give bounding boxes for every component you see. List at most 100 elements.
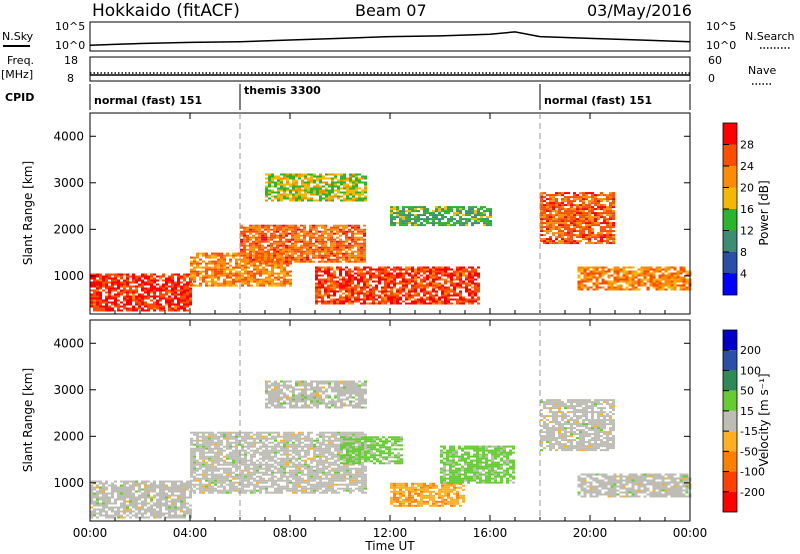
heatmap-cell — [345, 272, 348, 275]
heatmap-cell — [205, 461, 208, 464]
heatmap-cell — [447, 272, 450, 275]
heatmap-cell — [390, 220, 393, 223]
heatmap-cell — [600, 212, 603, 215]
heatmap-cell — [321, 254, 324, 257]
heatmap-cell — [468, 292, 471, 295]
heatmap-cell — [420, 222, 423, 225]
heatmap-cell — [300, 252, 303, 255]
heatmap-cell — [208, 256, 211, 259]
heatmap-cell — [579, 220, 582, 223]
heatmap-cell — [453, 278, 456, 281]
heatmap-cell — [117, 514, 120, 517]
heatmap-cell — [202, 469, 205, 472]
heatmap-cell — [456, 298, 459, 301]
heatmap-cell — [235, 455, 238, 458]
heatmap-cell — [277, 276, 280, 279]
heatmap-cell — [616, 266, 620, 269]
heatmap-cell — [625, 280, 629, 283]
heatmap-cell — [253, 449, 256, 452]
heatmap-cell — [129, 488, 132, 491]
heatmap-cell — [609, 194, 612, 197]
heatmap-cell — [153, 293, 156, 296]
heatmap-cell — [229, 491, 232, 494]
heatmap-cell — [214, 467, 217, 470]
heatmap-cell — [205, 268, 208, 271]
heatmap-cell — [658, 286, 662, 289]
heatmap-cell — [162, 480, 165, 483]
heatmap-cell — [349, 191, 352, 194]
heatmap-cell — [357, 298, 360, 301]
heatmap-cell — [171, 504, 174, 507]
heatmap-cell — [90, 295, 93, 298]
heatmap-cell — [318, 240, 321, 243]
heatmap-cell — [358, 193, 361, 196]
heatmap-cell — [417, 218, 420, 221]
heatmap-cell — [351, 224, 354, 227]
heatmap-cell — [546, 210, 549, 213]
heatmap-cell — [226, 479, 229, 482]
heatmap-cell — [579, 226, 582, 229]
heatmap-cell — [117, 287, 120, 290]
heatmap-cell — [283, 175, 286, 178]
heatmap-cell — [226, 455, 229, 458]
heatmap-cell — [357, 238, 360, 241]
heatmap-cell — [357, 260, 360, 263]
heatmap-cell — [292, 193, 295, 196]
heatmap-cell — [369, 276, 372, 279]
heatmap-cell — [408, 216, 411, 219]
heatmap-cell — [682, 276, 686, 279]
heatmap-cell — [351, 290, 354, 293]
heatmap-cell — [282, 226, 285, 229]
heatmap-cell — [546, 226, 549, 229]
heatmap-cell — [552, 222, 555, 225]
heatmap-cell — [570, 236, 573, 239]
heatmap-cell — [285, 256, 288, 259]
heatmap-cell — [489, 210, 492, 213]
heatmap-cell — [243, 246, 246, 249]
heatmap-cell — [348, 274, 351, 277]
heatmap-cell — [604, 288, 608, 291]
heatmap-cell — [123, 281, 126, 284]
heatmap-cell — [235, 270, 238, 273]
heatmap-cell — [405, 298, 408, 301]
heatmap-cell — [399, 210, 402, 213]
heatmap-cell — [360, 250, 363, 253]
heatmap-cell — [268, 254, 271, 257]
heatmap-cell — [349, 177, 352, 180]
heatmap-cell — [319, 193, 322, 196]
heatmap-cell — [399, 302, 402, 305]
heatmap-cell — [549, 220, 552, 223]
heatmap-cell — [220, 447, 223, 450]
heatmap-cell — [378, 276, 381, 279]
heatmap-cell — [232, 483, 235, 486]
heatmap-cell — [93, 494, 96, 497]
heatmap-cell — [267, 230, 270, 233]
heatmap-cell — [270, 248, 273, 251]
heatmap-cell — [459, 272, 462, 275]
heatmap-cell — [246, 234, 249, 237]
heatmap-cell — [414, 218, 417, 221]
heatmap-cell — [202, 252, 205, 255]
heatmap-cell — [147, 488, 150, 491]
heatmap-cell — [193, 465, 196, 468]
heatmap-cell — [132, 492, 135, 495]
heatmap-cell — [352, 189, 355, 192]
heatmap-cell — [147, 287, 150, 290]
heatmap-cell — [277, 181, 280, 184]
heatmap-cell — [301, 175, 304, 178]
heatmap-cell — [319, 199, 322, 202]
heatmap-cell — [549, 240, 552, 243]
heatmap-cell — [292, 175, 295, 178]
heatmap-cell — [390, 276, 393, 279]
heatmap-cell — [429, 274, 432, 277]
heatmap-cell — [171, 285, 174, 288]
heatmap-cell — [126, 490, 129, 493]
heatmap-cell — [429, 276, 432, 279]
heatmap-cell — [408, 292, 411, 295]
heatmap-cell — [226, 445, 229, 448]
heatmap-cell — [577, 268, 581, 271]
heatmap-cell — [649, 276, 653, 279]
heatmap-cell — [196, 262, 199, 265]
heatmap-cell — [387, 290, 390, 293]
heatmap-cell — [271, 272, 274, 275]
